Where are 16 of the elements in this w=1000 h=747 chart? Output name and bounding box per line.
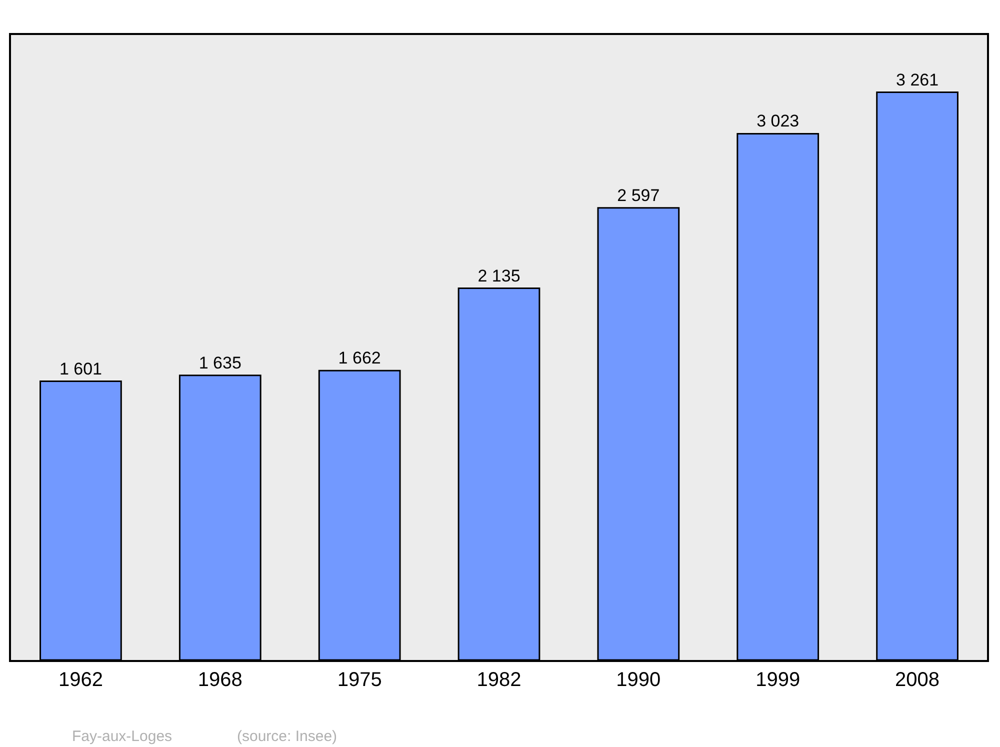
x-tick-label: 1990 [616, 669, 661, 691]
x-tick-label: 2008 [895, 669, 940, 691]
data-label: 2 135 [478, 266, 520, 286]
x-tick-label: 1982 [476, 669, 522, 691]
x-tick-label: 1962 [58, 669, 103, 691]
data-label: 2 597 [617, 186, 660, 205]
data-label: 3 261 [896, 70, 939, 90]
text: (source: Insee) [237, 728, 338, 745]
x-tick-label: 1975 [337, 669, 382, 691]
data-label: 1 635 [198, 353, 242, 372]
text: Fay-aux-Loges [72, 728, 172, 745]
data-label: 3 023 [756, 112, 800, 131]
data-label: 1 662 [338, 348, 381, 368]
x-tick-label: 1999 [756, 669, 800, 691]
x-tick-label: 1968 [198, 669, 242, 691]
data-label: 1 601 [59, 359, 102, 378]
